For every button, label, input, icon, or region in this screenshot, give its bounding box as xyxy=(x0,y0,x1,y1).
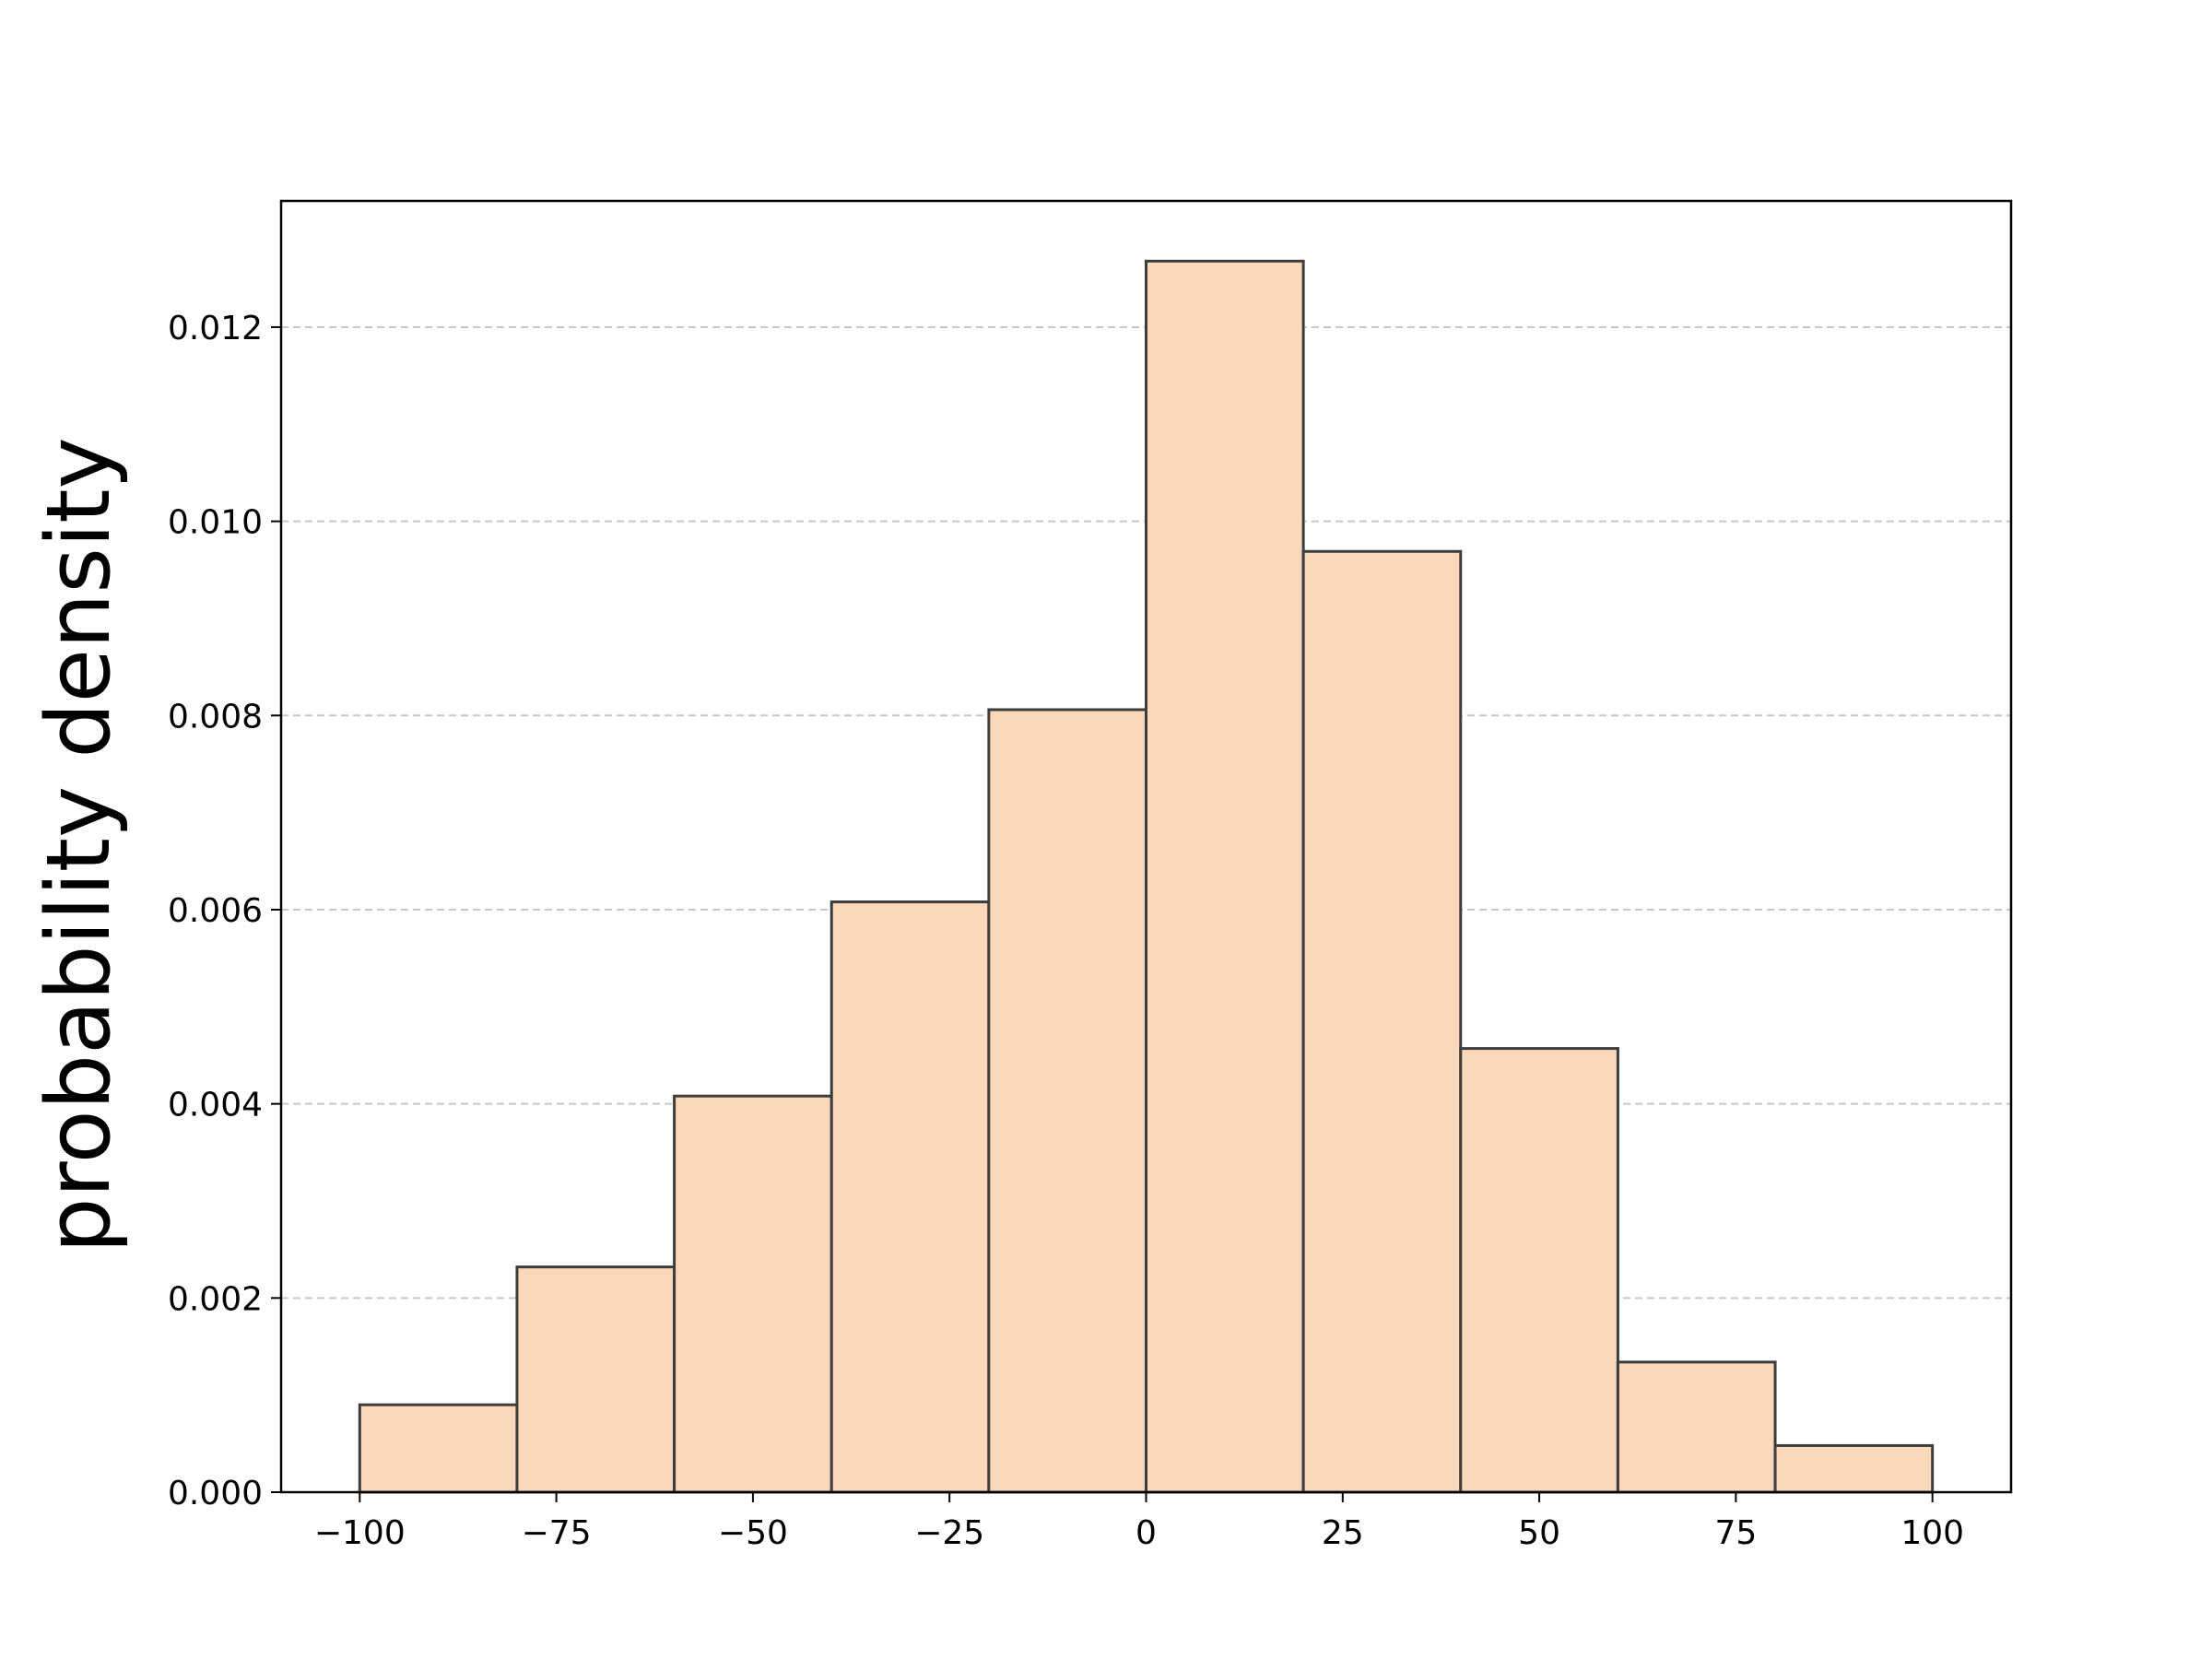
y-tick-label: 0.000 xyxy=(168,1475,263,1512)
bar xyxy=(830,900,991,1494)
y-tick-label: 0.002 xyxy=(168,1280,263,1318)
bar xyxy=(358,1403,519,1494)
bar xyxy=(987,708,1148,1494)
bar xyxy=(1616,1360,1777,1494)
x-tick-label: 25 xyxy=(1322,1514,1364,1552)
y-tick-label: 0.008 xyxy=(168,698,263,735)
x-tick-label: −50 xyxy=(718,1514,788,1552)
y-tick-label: 0.012 xyxy=(168,310,263,347)
bar xyxy=(1145,259,1305,1494)
bar xyxy=(515,1265,677,1494)
x-tick-label: −100 xyxy=(314,1514,406,1552)
x-tick-label: 0 xyxy=(1135,1514,1157,1552)
bar xyxy=(673,1094,833,1494)
x-tick-label: −75 xyxy=(522,1514,592,1552)
y-tick-label: 0.004 xyxy=(168,1087,263,1124)
y-tick-label: 0.010 xyxy=(168,504,263,542)
bar xyxy=(1459,1047,1619,1494)
x-tick-label: −25 xyxy=(914,1514,984,1552)
y-axis-label: probability density xyxy=(29,437,130,1253)
plot-frame xyxy=(279,199,2013,1494)
x-tick-label: 75 xyxy=(1714,1514,1757,1552)
bar xyxy=(1773,1443,1935,1494)
bar xyxy=(1301,549,1463,1494)
y-tick-label: 0.006 xyxy=(168,892,263,930)
x-tick-label: 50 xyxy=(1518,1514,1560,1552)
x-tick-label: 100 xyxy=(1900,1514,1964,1552)
